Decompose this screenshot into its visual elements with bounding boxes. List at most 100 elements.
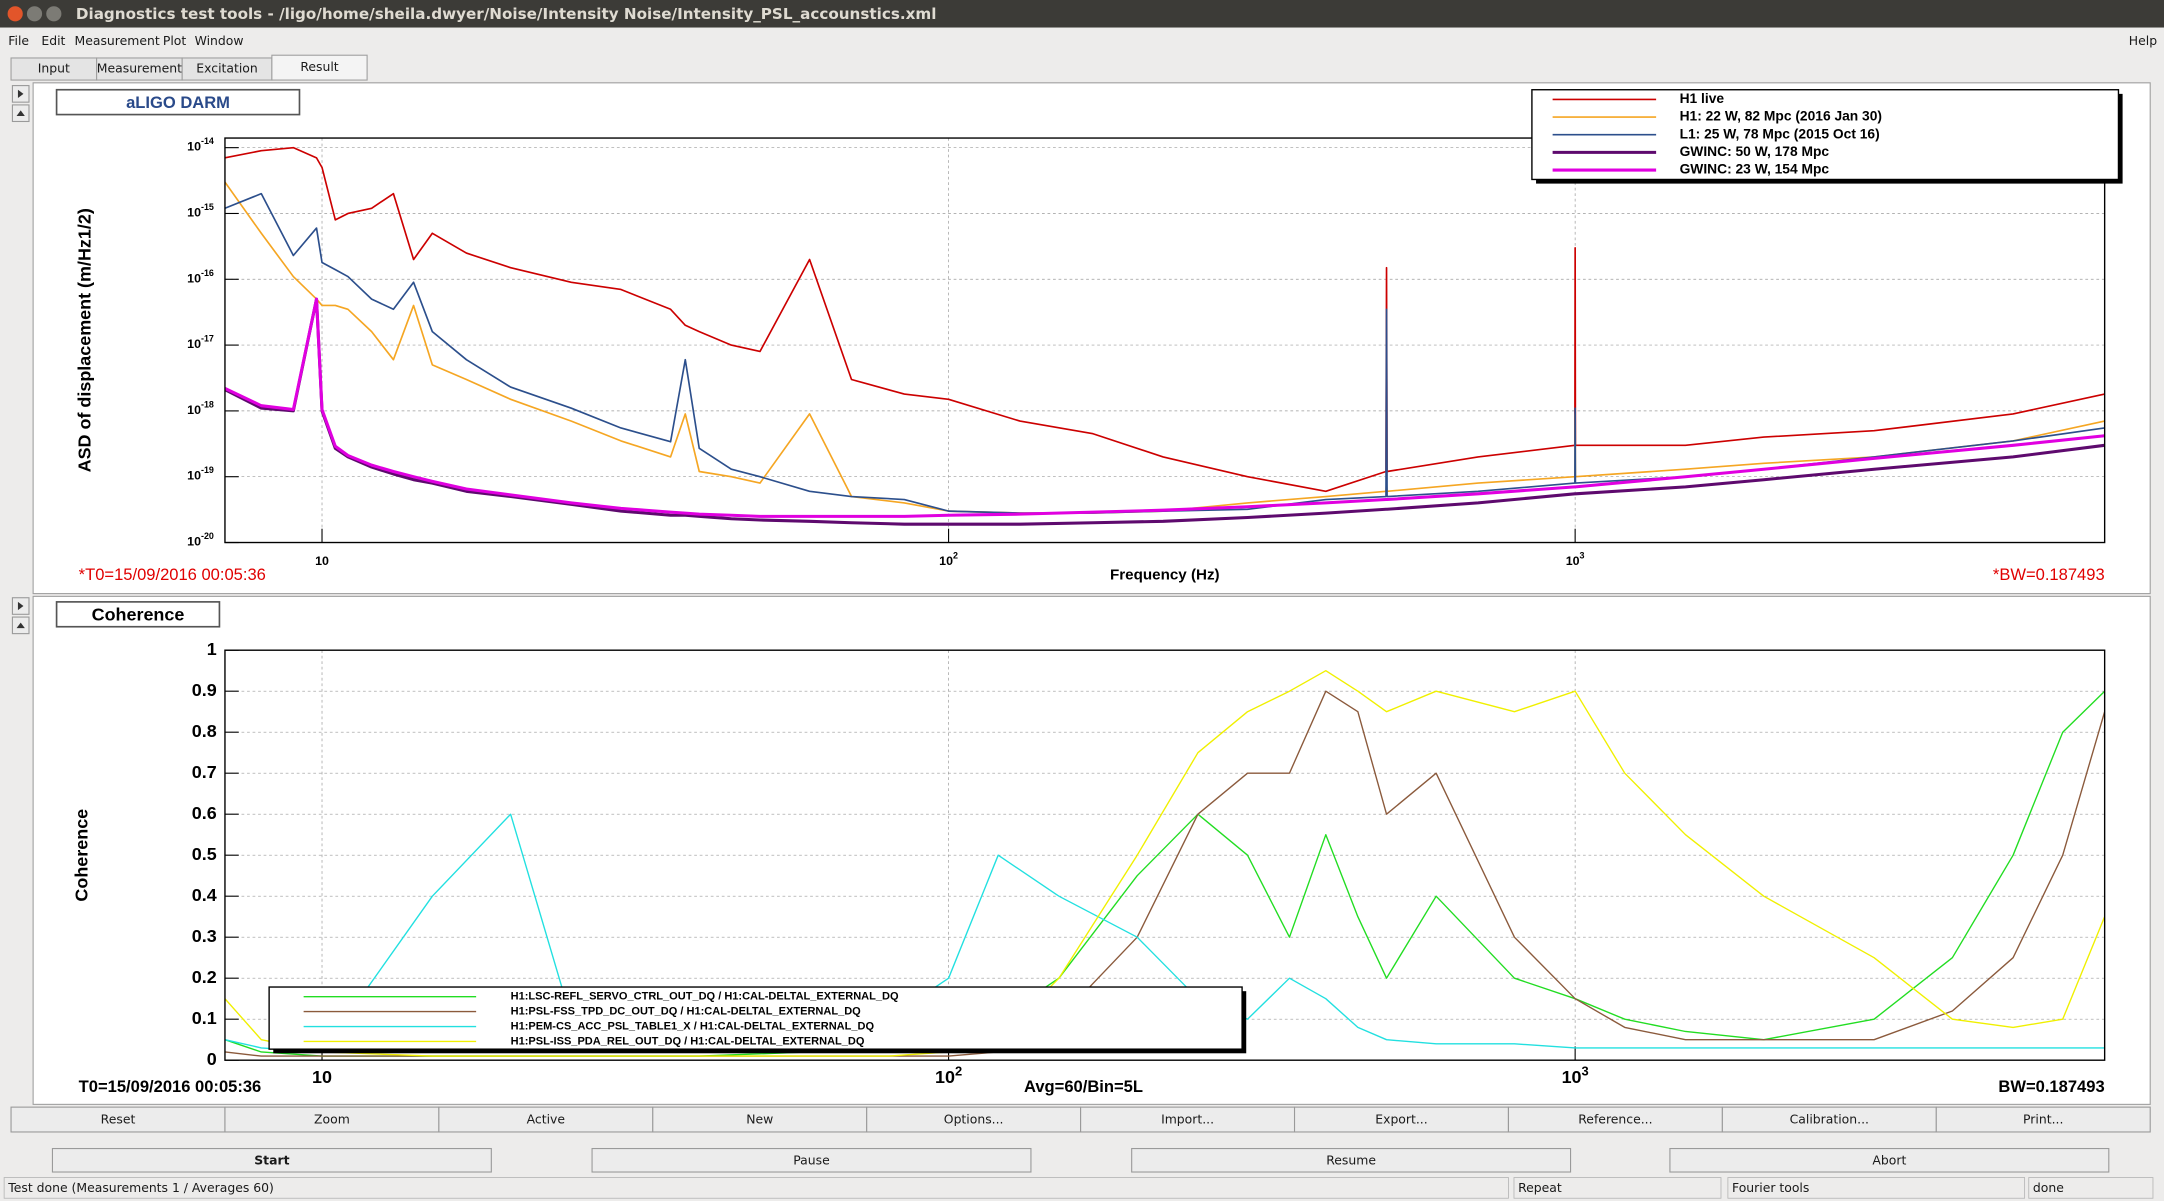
- menu-item[interactable]: Plot: [163, 33, 187, 48]
- y-axis-label: ASD of displacement (m/Hz1/2): [74, 208, 94, 472]
- annotation: *T0=15/09/2016 00:05:36: [79, 565, 266, 584]
- tab-label[interactable]: Result: [300, 59, 338, 74]
- y-tick-label: 10-20: [187, 531, 214, 548]
- plot-frame: [224, 137, 2106, 544]
- y-tick-label: 0.5: [192, 844, 217, 864]
- status-text: Fourier tools: [1732, 1180, 1809, 1195]
- y-tick-label: 10-15: [187, 202, 214, 219]
- arrow-icon: [16, 622, 25, 629]
- minimize-button[interactable]: [26, 6, 43, 22]
- toolbar-button-label[interactable]: Reset: [101, 1112, 136, 1127]
- series-line: [224, 192, 2105, 514]
- annotation: Avg=60/Bin=5L: [1024, 1077, 1143, 1096]
- menu-item[interactable]: Measurement: [75, 33, 160, 48]
- tab-label[interactable]: Excitation: [196, 61, 257, 76]
- legend-label: H1: 22 W, 82 Mpc (2016 Jan 30): [1680, 109, 1882, 124]
- toolbar-button-label[interactable]: Zoom: [314, 1112, 350, 1127]
- legend-label: GWINC: 23 W, 154 Mpc: [1680, 162, 1830, 177]
- menu-item[interactable]: File: [8, 33, 29, 48]
- y-tick-label: 10-18: [187, 400, 214, 417]
- status-text: Test done (Measurements 1 / Averages 60): [7, 1180, 274, 1195]
- y-tick-label: 0.1: [192, 1008, 217, 1028]
- series-line: [224, 670, 2105, 1057]
- status-cell: [1513, 1177, 1722, 1199]
- menu-help[interactable]: Help: [2129, 33, 2157, 48]
- tab[interactable]: [271, 54, 368, 81]
- tab-label[interactable]: Input: [38, 61, 70, 76]
- toolbar-button[interactable]: [1293, 1106, 1510, 1133]
- toolbar-button[interactable]: [652, 1106, 868, 1133]
- status-text: Repeat: [1518, 1180, 1562, 1195]
- maximize-button[interactable]: [46, 6, 62, 22]
- legend-label: GWINC: 50 W, 178 Mpc: [1680, 144, 1830, 159]
- chart-title-box: [55, 601, 221, 628]
- legend-label: H1:PSL-ISS_PDA_REL_OUT_DQ / H1:CAL-DELTA…: [511, 1035, 865, 1047]
- y-tick-label: 10-19: [187, 466, 214, 483]
- y-tick-label: 0.9: [192, 680, 217, 700]
- x-tick-label: 103: [1566, 551, 1585, 568]
- toolbar-button-label[interactable]: Export...: [1375, 1112, 1427, 1127]
- legend-label: H1 live: [1680, 91, 1725, 106]
- y-tick-label: 0.7: [192, 762, 217, 782]
- y-tick-label: 10-14: [187, 136, 214, 153]
- tab-label[interactable]: Measurement: [97, 61, 182, 76]
- toolbar-button-label[interactable]: New: [746, 1112, 773, 1127]
- control-button[interactable]: [591, 1147, 1032, 1173]
- status-text: done: [2033, 1180, 2064, 1195]
- toolbar-button[interactable]: [866, 1106, 1082, 1133]
- title-bar: [0, 0, 2164, 28]
- control-button[interactable]: [1669, 1147, 2110, 1173]
- status-cell: [2028, 1177, 2154, 1199]
- series-group: [224, 670, 2105, 1057]
- toolbar-button-label[interactable]: Reference...: [1578, 1112, 1652, 1127]
- y-tick-label: 1: [207, 639, 217, 659]
- y-tick-label: 0.6: [192, 803, 217, 823]
- annotation: T0=15/09/2016 00:05:36: [79, 1077, 262, 1096]
- status-cell: [3, 1177, 1509, 1199]
- toolbar-button-label[interactable]: Calibration...: [1790, 1112, 1869, 1127]
- status-bar: [0, 1176, 2164, 1201]
- y-tick-label: 0.4: [192, 885, 217, 905]
- x-tick-label: 103: [1562, 1064, 1589, 1087]
- control-button[interactable]: [1131, 1147, 1572, 1173]
- menu-item[interactable]: Edit: [41, 33, 65, 48]
- plot-area: [224, 138, 2105, 543]
- x-tick-label: 10: [315, 554, 329, 568]
- control-button-label[interactable]: Pause: [793, 1152, 829, 1167]
- x-axis-label: Frequency (Hz): [1110, 567, 1220, 584]
- x-tick-label: 102: [939, 551, 958, 568]
- x-tick-label: 102: [935, 1064, 962, 1087]
- toolbar-button[interactable]: [224, 1106, 440, 1133]
- control-button[interactable]: [51, 1147, 492, 1173]
- toolbar-button-label[interactable]: Print...: [2023, 1112, 2063, 1127]
- x-tick-label: 10: [312, 1067, 332, 1087]
- control-button-label[interactable]: Start: [254, 1152, 289, 1167]
- chart-title-box: [55, 88, 301, 116]
- plot-frame: [224, 649, 2106, 1061]
- toolbar-button-label[interactable]: Import...: [1161, 1112, 1214, 1127]
- y-tick-label: 0.3: [192, 926, 217, 946]
- status-cell: [1727, 1177, 2026, 1199]
- menu-bar: [0, 27, 2164, 56]
- menu-item[interactable]: Window: [195, 33, 244, 48]
- arrow-icon: [17, 601, 24, 611]
- toolbar-button[interactable]: [10, 1106, 226, 1133]
- annotation: *BW=0.187493: [1993, 565, 2105, 584]
- toolbar-button[interactable]: [1935, 1106, 2151, 1133]
- series-line: [224, 297, 2105, 526]
- control-button-label[interactable]: Abort: [1872, 1152, 1906, 1167]
- toolbar-button-label[interactable]: Options...: [944, 1112, 1004, 1127]
- series-group: [224, 146, 2105, 526]
- toolbar-button[interactable]: [438, 1106, 654, 1133]
- annotation: BW=0.187493: [1998, 1077, 2104, 1096]
- control-button-label[interactable]: Resume: [1326, 1152, 1376, 1167]
- chart-title: Coherence: [92, 604, 185, 624]
- toolbar-button-label[interactable]: Active: [527, 1112, 565, 1127]
- y-tick-label: 10-17: [187, 334, 214, 351]
- chart-title: aLIGO DARM: [126, 93, 230, 112]
- close-button[interactable]: [7, 6, 23, 22]
- legend-label: H1:PSL-FSS_TPD_DC_OUT_DQ / H1:CAL-DELTAL…: [511, 1006, 862, 1018]
- y-tick-label: 0.8: [192, 721, 217, 741]
